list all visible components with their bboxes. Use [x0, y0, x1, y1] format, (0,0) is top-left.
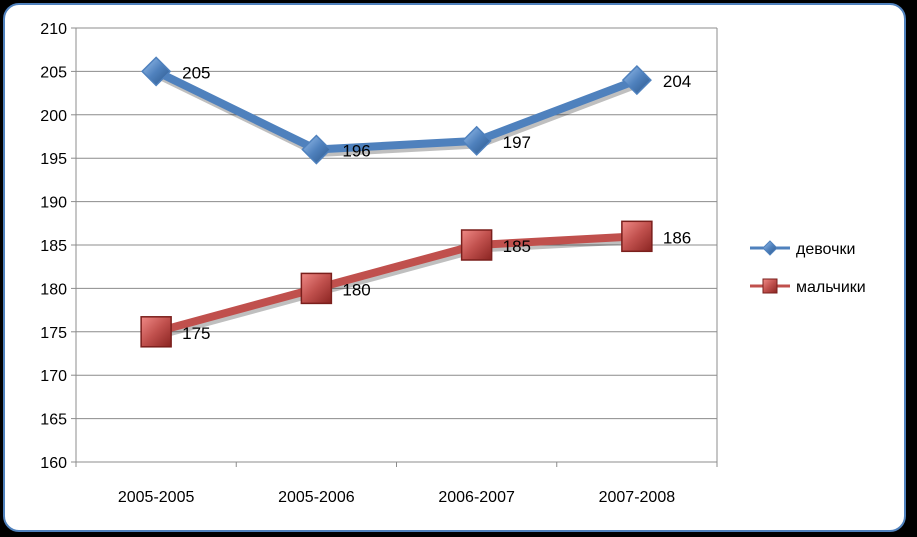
axes — [71, 27, 718, 467]
data-label: 197 — [503, 133, 531, 152]
y-tick-label: 185 — [40, 238, 67, 255]
legend-label: девочки — [796, 241, 855, 258]
y-tick-label: 195 — [40, 151, 67, 168]
data-label: 185 — [503, 237, 531, 256]
data-point — [301, 134, 332, 165]
chart-frame — [3, 3, 906, 532]
x-tick-label: 2005-2006 — [278, 489, 355, 506]
data-point — [141, 56, 172, 87]
y-tick-label: 190 — [40, 195, 67, 212]
y-tick-label: 205 — [40, 64, 67, 81]
data-label: 205 — [182, 63, 210, 82]
data-point — [460, 229, 493, 261]
data-label: 186 — [663, 228, 691, 247]
data-point — [461, 125, 492, 156]
legend-marker — [762, 278, 778, 294]
x-tick-label: 2005-2005 — [118, 489, 195, 506]
legend: девочки мальчики — [750, 240, 866, 296]
legend-marker — [762, 240, 778, 256]
x-tick-label: 2007-2008 — [599, 489, 676, 506]
y-tick-label: 210 — [40, 21, 67, 38]
data-label: 196 — [342, 142, 370, 161]
data-point — [140, 316, 172, 348]
series-line-1 — [154, 67, 639, 154]
data-point — [300, 272, 333, 305]
data-point — [621, 65, 652, 96]
y-tick-label: 175 — [40, 325, 67, 342]
legend-label: мальчики — [796, 279, 866, 296]
data-label: 180 — [342, 280, 370, 299]
series-line-shadow — [156, 234, 640, 340]
series — [140, 56, 653, 348]
data-label: 175 — [182, 324, 210, 343]
series-line-2 — [155, 232, 638, 336]
y-tick-label: 170 — [40, 368, 67, 385]
x-tick-label: 2006-2007 — [438, 489, 515, 506]
y-axis-ticks: 160 165 170 175 180 185 190 195 200 205 210 — [40, 21, 67, 472]
gridlines — [76, 27, 717, 420]
data-label: 204 — [663, 72, 691, 91]
y-tick-label: 180 — [40, 281, 67, 298]
y-tick-label: 160 — [40, 455, 67, 472]
y-tick-label: 200 — [40, 108, 67, 125]
series-line-shadow — [156, 70, 641, 158]
data-point — [621, 220, 653, 253]
data-labels: 205 196 197 204 175 180 185 186 — [182, 63, 691, 342]
x-axis-ticks: 2005-2005 2005-2006 2006-2007 2007-2008 — [118, 489, 675, 506]
y-tick-label: 165 — [40, 412, 67, 429]
